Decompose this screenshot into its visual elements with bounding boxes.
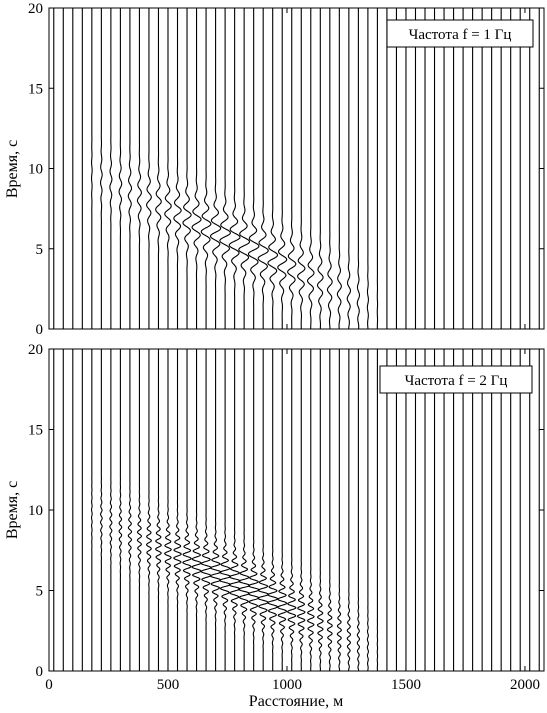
- y-tick-label: 0: [36, 322, 44, 338]
- trace-line: [127, 8, 133, 329]
- x-ticks-top: [48, 8, 526, 329]
- y-tick-label: 15: [28, 423, 43, 439]
- y-axis-label-top: Время, с: [4, 140, 21, 198]
- trace-line: [182, 8, 192, 329]
- legend-box-top: Частота f = 1 Гц: [386, 19, 534, 48]
- y-tick-label: 15: [28, 81, 43, 97]
- trace-line: [109, 8, 113, 329]
- plot-frame-bottom: [48, 348, 545, 672]
- trace-line: [336, 349, 342, 672]
- trace-line: [356, 8, 361, 330]
- trace-line: [164, 349, 172, 671]
- trace-line: [336, 8, 342, 330]
- trace-line: [209, 349, 222, 671]
- x-tick-label: 1000: [272, 677, 302, 693]
- trace-line: [200, 349, 212, 671]
- trace-line: [287, 8, 297, 330]
- y-ticks-top: [49, 7, 544, 330]
- trace-line: [346, 8, 352, 330]
- trace-line: [366, 349, 369, 672]
- trace-line: [109, 349, 113, 671]
- x-ticks-bottom: [48, 349, 526, 671]
- trace-line: [100, 8, 103, 329]
- trace-line: [287, 349, 297, 672]
- trace-line: [306, 8, 315, 330]
- panel-bottom: 0 5 10 15 20 0 500 1000 1500 2000 Время, с Расст…: [4, 342, 545, 710]
- trace-line: [326, 8, 333, 330]
- trace-line: [297, 8, 306, 329]
- trace-line: [200, 8, 212, 329]
- legend-text-bottom: Частота f = 2 Гц: [405, 373, 508, 389]
- y-tick-label: 10: [28, 162, 43, 178]
- x-tick-label: 500: [157, 677, 180, 693]
- plot-frame-top: [48, 7, 545, 330]
- y-tick-label: 20: [28, 1, 43, 17]
- x-tick-label: 0: [45, 677, 53, 693]
- trace-line: [118, 8, 123, 329]
- trace-line: [182, 349, 192, 671]
- trace-line: [257, 8, 269, 329]
- x-tick-label: 1500: [391, 677, 421, 693]
- panel-top: 0 5 10 15 20 Время, с Частота f = 1 Гц: [4, 1, 545, 338]
- x-tick-labels-bottom: 0 500 1000 1500 2000: [45, 677, 540, 693]
- trace-line: [267, 8, 279, 329]
- trace-line: [218, 349, 232, 671]
- y-axis-label-bottom: Время, с: [4, 481, 21, 539]
- y-tick-label: 5: [36, 242, 44, 258]
- y-tick-label: 20: [28, 342, 43, 358]
- trace-line: [136, 8, 142, 329]
- x-axis-label: Расстояние, м: [249, 693, 343, 710]
- trace-line: [164, 8, 172, 329]
- trace-line: [306, 349, 315, 672]
- trace-line: [90, 349, 93, 671]
- y-tick-labels-bottom: 0 5 10 15 20: [28, 342, 43, 680]
- x-tick-label: 2000: [510, 677, 540, 693]
- y-ticks-bottom: [49, 348, 544, 672]
- trace-line: [276, 349, 288, 671]
- y-tick-label: 5: [36, 584, 44, 600]
- trace-line: [316, 349, 324, 672]
- legend-box-bottom: Частота f = 2 Гц: [379, 365, 533, 394]
- y-tick-labels-top: 0 5 10 15 20: [28, 1, 43, 338]
- trace-line: [209, 8, 222, 329]
- trace-line: [267, 349, 279, 671]
- trace-line: [136, 349, 143, 671]
- trace-line: [257, 349, 269, 671]
- trace-line: [346, 349, 352, 671]
- y-tick-label: 10: [28, 503, 43, 519]
- trace-line: [228, 349, 241, 671]
- traces-top: [53, 8, 540, 330]
- trace-line: [191, 349, 202, 671]
- trace-line: [99, 349, 103, 671]
- trace-line: [238, 8, 251, 329]
- trace-line: [366, 8, 369, 330]
- trace-line: [173, 8, 182, 329]
- trace-line: [296, 349, 306, 672]
- trace-line: [146, 8, 152, 329]
- trace-line: [356, 349, 361, 672]
- trace-line: [173, 349, 182, 671]
- trace-line: [145, 349, 152, 671]
- trace-line: [247, 8, 260, 329]
- legend-box-bottom-bg: [379, 365, 533, 394]
- legend-text-top: Частота f = 1 Гц: [409, 27, 512, 43]
- traces-bottom: [53, 349, 540, 672]
- trace-line: [277, 8, 288, 329]
- trace-line: [247, 349, 260, 671]
- trace-line: [90, 8, 93, 329]
- trace-line: [191, 8, 202, 329]
- trace-line: [316, 8, 324, 330]
- trace-line: [238, 349, 251, 671]
- trace-line: [118, 349, 123, 671]
- trace-line: [127, 349, 133, 671]
- legend-box-top-bg: [386, 19, 534, 48]
- trace-line: [228, 8, 241, 329]
- trace-line: [155, 8, 162, 329]
- trace-line: [326, 349, 333, 672]
- trace-line: [155, 349, 162, 671]
- y-tick-label: 0: [36, 664, 44, 680]
- trace-line: [219, 8, 231, 329]
